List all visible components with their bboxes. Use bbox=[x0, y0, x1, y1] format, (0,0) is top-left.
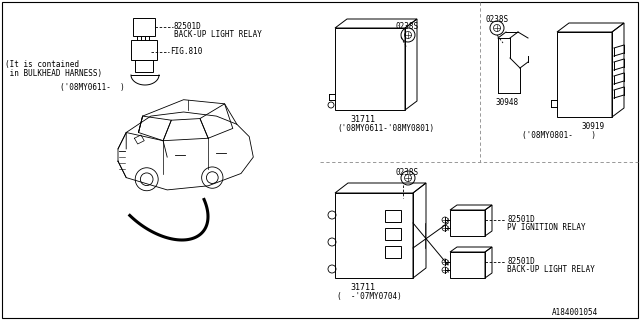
Text: 31711: 31711 bbox=[350, 115, 375, 124]
Text: A184001054: A184001054 bbox=[552, 308, 598, 317]
Text: 0238S: 0238S bbox=[396, 22, 419, 31]
Bar bbox=[450, 252, 485, 278]
Bar bbox=[335, 28, 405, 110]
Bar bbox=[385, 246, 401, 258]
Bar bbox=[450, 210, 485, 236]
Bar bbox=[557, 32, 612, 117]
Bar bbox=[385, 228, 401, 240]
Text: FIG.810: FIG.810 bbox=[170, 47, 202, 56]
Text: 0238S: 0238S bbox=[396, 168, 419, 177]
Text: PV IGNITION RELAY: PV IGNITION RELAY bbox=[507, 223, 586, 232]
Text: BACK-UP LIGHT RELAY: BACK-UP LIGHT RELAY bbox=[507, 265, 595, 274]
Text: 0238S: 0238S bbox=[485, 15, 508, 24]
Text: 82501D: 82501D bbox=[507, 257, 535, 266]
Text: (  -'07MY0704): ( -'07MY0704) bbox=[337, 292, 402, 301]
Text: ('08MY0801-    ): ('08MY0801- ) bbox=[522, 131, 596, 140]
Text: 30948: 30948 bbox=[496, 98, 519, 107]
Bar bbox=[131, 40, 157, 60]
Text: 82501D: 82501D bbox=[507, 215, 535, 224]
Bar bbox=[385, 210, 401, 222]
Text: ('08MY0611-'08MY0801): ('08MY0611-'08MY0801) bbox=[337, 124, 434, 133]
Bar bbox=[133, 18, 155, 36]
Bar bbox=[135, 60, 153, 72]
Text: 82501D: 82501D bbox=[174, 22, 202, 31]
Text: 30919: 30919 bbox=[582, 122, 605, 131]
Bar bbox=[335, 193, 413, 278]
Text: in BULKHEAD HARNESS): in BULKHEAD HARNESS) bbox=[5, 69, 102, 78]
Text: 31711: 31711 bbox=[350, 283, 375, 292]
Text: BACK-UP LIGHT RELAY: BACK-UP LIGHT RELAY bbox=[174, 30, 262, 39]
Text: (It is contained: (It is contained bbox=[5, 60, 79, 69]
Text: ('08MY0611-  ): ('08MY0611- ) bbox=[60, 83, 125, 92]
